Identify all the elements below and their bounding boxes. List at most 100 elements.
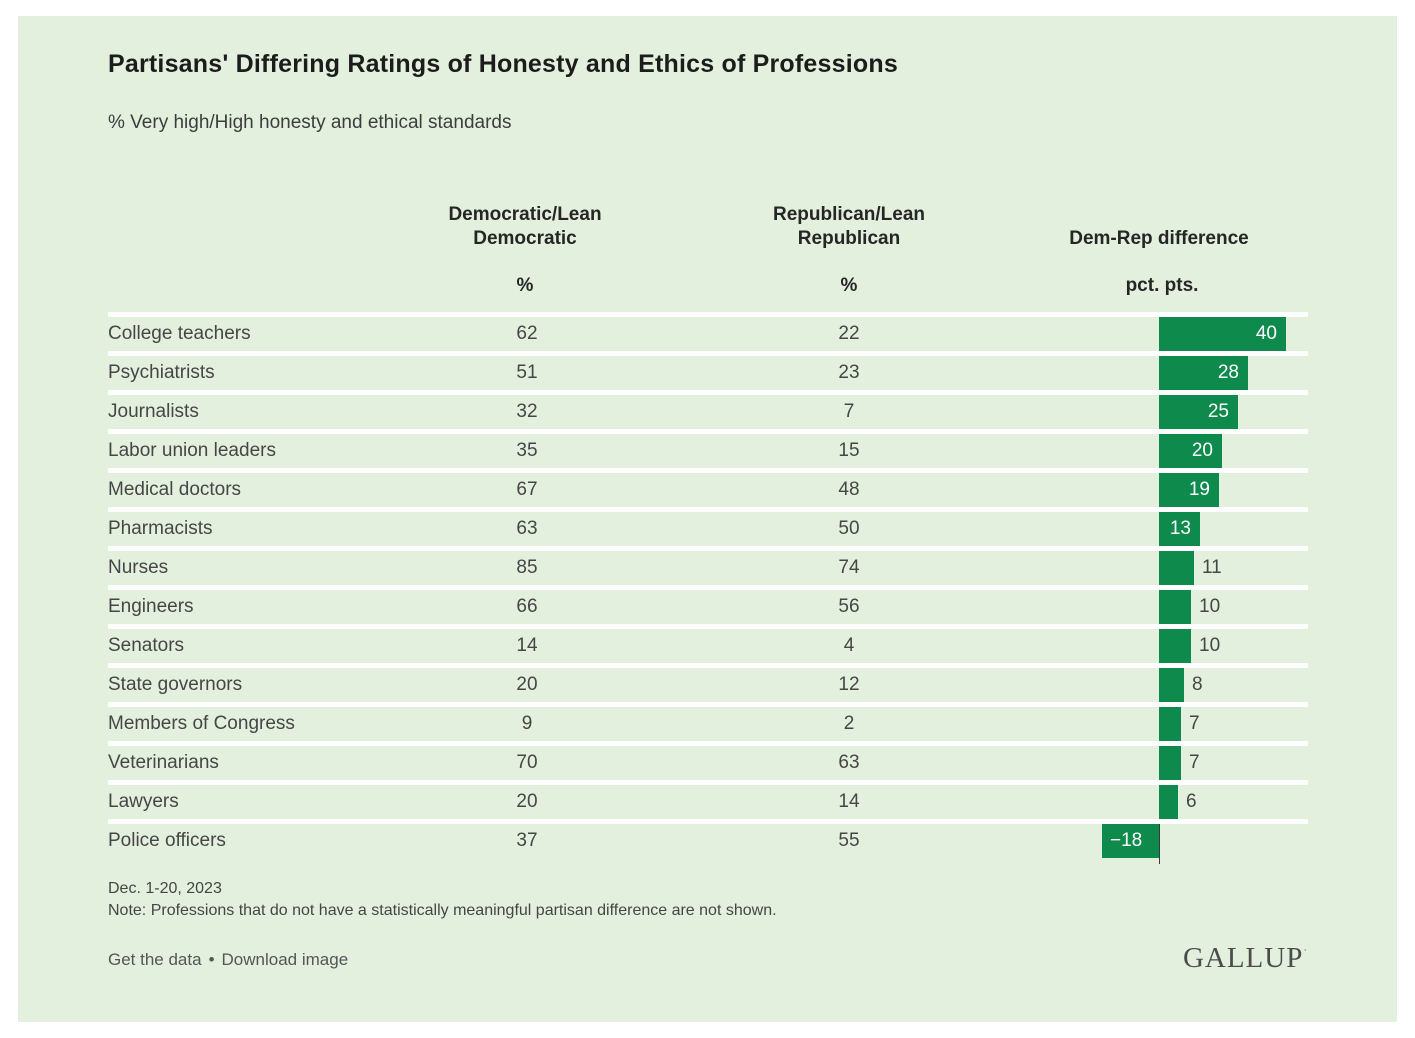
diff-value-label: 10	[1199, 635, 1221, 656]
page-title: Partisans' Differing Ratings of Honesty …	[108, 50, 898, 78]
diff-bar	[1159, 785, 1178, 819]
profession-label: Nurses	[108, 557, 169, 578]
dem-value: 9	[521, 713, 533, 734]
dem-value: 70	[516, 752, 538, 773]
dem-value: 62	[516, 323, 538, 344]
profession-label: Medical doctors	[108, 479, 242, 500]
diff-value-label: −18	[1110, 830, 1143, 851]
rep-value: 4	[843, 635, 855, 656]
diff-bar	[1159, 512, 1200, 546]
profession-label: State governors	[108, 674, 243, 695]
column-header-republican: Republican/Lean Republican	[729, 203, 969, 251]
dem-value: 67	[516, 479, 538, 500]
dem-value: 66	[516, 596, 538, 617]
table-row: Veterinarians 70 63 7	[108, 741, 1308, 780]
diff-bar	[1159, 590, 1191, 624]
table-row: Members of Congress 9 2 7	[108, 702, 1308, 741]
rep-value: 22	[838, 323, 860, 344]
table-row: College teachers 62 22 40	[108, 312, 1308, 351]
links-separator: •	[208, 950, 215, 969]
rep-value: 48	[838, 479, 860, 500]
diff-value-label: 6	[1186, 791, 1197, 812]
profession-label: Journalists	[108, 401, 199, 422]
profession-label: Labor union leaders	[108, 440, 276, 461]
survey-date: Dec. 1-20, 2023	[108, 880, 222, 897]
dem-value: 85	[516, 557, 538, 578]
democratic-unit-label: %	[516, 275, 534, 296]
gallup-logo: GALLUPʾ	[1182, 942, 1308, 974]
table-row: Pharmacists 63 50 13	[108, 507, 1308, 546]
rep-value: 23	[838, 362, 860, 383]
dem-value: 51	[516, 362, 538, 383]
dem-value: 14	[516, 635, 538, 656]
diff-bar	[1159, 473, 1219, 507]
diff-bar	[1159, 395, 1238, 429]
dem-value: 32	[516, 401, 538, 422]
profession-table: College teachers 62 22 40 Psychiatrists 51 23 2…	[108, 312, 1308, 864]
rep-value: 12	[838, 674, 860, 695]
profession-label: Lawyers	[108, 791, 179, 812]
diff-bar	[1159, 668, 1184, 702]
dem-value: 63	[516, 518, 538, 539]
chart-card: Partisans' Differing Ratings of Honesty …	[18, 16, 1397, 1022]
rep-value: 56	[838, 596, 860, 617]
footer-links: Get the data • Download image	[108, 950, 348, 970]
diff-value-label: 10	[1199, 596, 1221, 617]
profession-label: Engineers	[108, 596, 194, 617]
diff-value-label: 28	[1217, 362, 1239, 383]
diff-value-label: 7	[1189, 752, 1200, 773]
column-header-democratic-line2: Democratic	[473, 228, 577, 249]
table-row: Engineers 66 56 10	[108, 585, 1308, 624]
dem-value: 20	[516, 674, 538, 695]
footnote: Note: Professions that do not have a sta…	[108, 902, 777, 919]
rep-value: 63	[838, 752, 860, 773]
table-row: Journalists 32 7 25	[108, 390, 1308, 429]
table-row: Labor union leaders 35 15 20	[108, 429, 1308, 468]
column-header-republican-line1: Republican/Lean	[772, 204, 926, 225]
table-row: Senators 14 4 10	[108, 624, 1308, 663]
profession-label: Pharmacists	[108, 518, 213, 539]
diff-value-label: 25	[1207, 401, 1229, 422]
rep-value: 55	[838, 830, 860, 851]
column-header-republican-line2: Republican	[797, 228, 901, 249]
table-row: State governors 20 12 8	[108, 663, 1308, 702]
chart-subtitle: % Very high/High honesty and ethical sta…	[108, 112, 512, 133]
column-header-democratic-line1: Democratic/Lean	[448, 204, 602, 225]
profession-label: Police officers	[108, 830, 226, 851]
difference-unit-label: pct. pts.	[1125, 275, 1199, 296]
rep-value: 14	[838, 791, 860, 812]
diff-bar	[1159, 629, 1191, 663]
table-row: Psychiatrists 51 23 28	[108, 351, 1308, 390]
diff-value-label: 13	[1169, 518, 1191, 539]
dem-value: 37	[516, 830, 538, 851]
download-image-link[interactable]: Download image	[221, 950, 349, 969]
rep-value: 50	[838, 518, 860, 539]
rep-value: 2	[843, 713, 855, 734]
diff-bar	[1159, 317, 1286, 351]
diff-value-label: 20	[1191, 440, 1213, 461]
profession-label: Veterinarians	[108, 752, 219, 773]
profession-label: Psychiatrists	[108, 362, 215, 383]
diff-value-label: 7	[1189, 713, 1200, 734]
diff-bar	[1159, 551, 1194, 585]
dem-value: 20	[516, 791, 538, 812]
table-row: Police officers 37 55 −18	[108, 819, 1308, 858]
diff-bar	[1159, 434, 1222, 468]
republican-unit-label: %	[840, 275, 858, 296]
diff-value-label: 19	[1188, 479, 1210, 500]
table-row: Lawyers 20 14 6	[108, 780, 1308, 819]
diff-bar	[1159, 356, 1248, 390]
rep-value: 15	[838, 440, 860, 461]
diff-value-label: 40	[1255, 323, 1277, 344]
diff-value-label: 11	[1202, 557, 1222, 578]
get-the-data-link[interactable]: Get the data	[108, 950, 202, 969]
diff-bar	[1159, 707, 1181, 741]
column-header-democratic: Democratic/Lean Democratic	[405, 203, 645, 251]
diff-bar	[1102, 824, 1159, 858]
diff-value-label: 8	[1192, 674, 1203, 695]
diff-bar	[1159, 746, 1181, 780]
rep-value: 74	[838, 557, 860, 578]
column-header-difference: Dem-Rep difference	[1069, 228, 1249, 249]
profession-label: College teachers	[108, 323, 251, 344]
dem-value: 35	[516, 440, 538, 461]
